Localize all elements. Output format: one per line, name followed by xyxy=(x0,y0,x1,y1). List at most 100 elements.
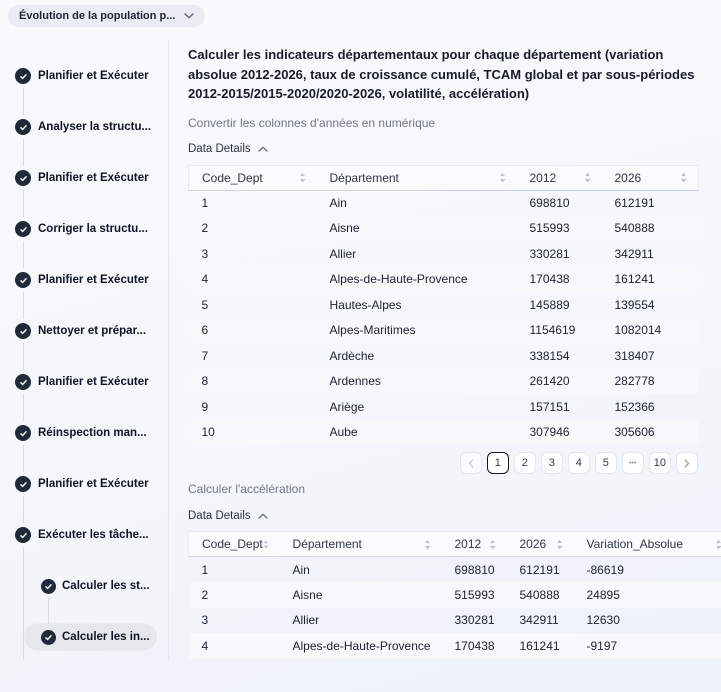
table-cell: 24895 xyxy=(586,587,620,602)
sidebar-step[interactable]: Exécuter les tâche... xyxy=(0,510,168,574)
sidebar-substep[interactable]: Calculer les in... xyxy=(0,612,168,661)
table-cell: 161241 xyxy=(519,638,560,653)
table-cell: 540888 xyxy=(519,587,560,602)
table-scroll-container[interactable]: Code_Dept Département 2012 2026 Variation_Ab… xyxy=(188,531,721,659)
project-selector[interactable]: Évolution de la population p... xyxy=(8,5,206,27)
sort-icon[interactable] xyxy=(556,539,563,550)
column-header-label: Code_Dept xyxy=(202,537,263,551)
table-cell: -9197 xyxy=(586,638,618,653)
sort-icon[interactable] xyxy=(680,172,687,183)
table-cell: 330281 xyxy=(454,613,495,628)
sidebar-substep[interactable]: Calculer les st... xyxy=(0,561,168,625)
table-cell: Ariège xyxy=(329,399,365,414)
column-header-label: Code_Dept xyxy=(202,170,263,185)
table-row: 9 Ariège 157151 152366 xyxy=(189,394,699,420)
sort-icon[interactable] xyxy=(715,539,721,550)
column-header[interactable]: 2012 xyxy=(516,164,602,191)
table-row: 4 Alpes-de-Haute-Provence 170438 161241 -919… xyxy=(188,633,721,659)
column-header-label: Département xyxy=(329,170,399,185)
column-header[interactable]: Code_Dept xyxy=(188,164,317,191)
check-icon xyxy=(19,430,27,436)
content-area: Planifier et Exécuter Analyser la structu… xyxy=(0,40,721,660)
column-header[interactable]: 2026 xyxy=(506,531,574,557)
check-icon xyxy=(45,634,52,640)
column-header[interactable]: Variation_Absolue xyxy=(573,531,721,557)
chevron-up-icon xyxy=(257,513,268,519)
data-details-label: Data Details xyxy=(188,509,251,522)
step-check-circle xyxy=(15,425,31,441)
column-header[interactable]: 2012 xyxy=(441,531,507,557)
more-pages-button[interactable]: ••• xyxy=(621,452,644,474)
column-header[interactable]: 2026 xyxy=(601,164,699,191)
sidebar-step[interactable]: Planifier et Exécuter xyxy=(0,51,168,115)
chevron-up-icon xyxy=(257,146,268,152)
step-check-circle xyxy=(15,323,31,339)
sidebar-step[interactable]: Planifier et Exécuter xyxy=(0,255,168,319)
sidebar-step[interactable]: Corriger la structu... xyxy=(0,204,168,268)
step-check-circle xyxy=(15,221,31,237)
data-details-toggle[interactable]: Data Details xyxy=(188,508,721,523)
substep-check-circle xyxy=(41,578,56,594)
table-cell: 305606 xyxy=(614,425,655,440)
table-cell: Hautes-Alpes xyxy=(329,297,402,312)
step-label: Planifier et Exécuter xyxy=(38,172,149,184)
sidebar-step[interactable]: Planifier et Exécuter xyxy=(0,357,168,421)
page-button[interactable]: 1 xyxy=(486,452,509,474)
check-icon xyxy=(45,583,52,589)
check-icon xyxy=(19,226,27,232)
table-row: 8 Ardennes 261420 282778 xyxy=(188,368,699,394)
top-bar: Évolution de la population p... xyxy=(8,5,206,27)
sidebar-step[interactable]: Analyser la structu... xyxy=(0,102,168,166)
column-header-label: Département xyxy=(292,537,362,551)
steps-timeline: Planifier et Exécuter Analyser la structu… xyxy=(0,51,168,574)
column-header-label: 2026 xyxy=(519,537,547,551)
sort-icon[interactable] xyxy=(424,539,431,550)
sidebar-step[interactable]: Réinspection man... xyxy=(0,408,168,472)
table-cell: 698810 xyxy=(454,562,495,577)
table-cell: 161241 xyxy=(614,272,655,287)
step-label: Analyser la structu... xyxy=(38,121,152,133)
sort-icon[interactable] xyxy=(299,172,306,183)
column-header-label: Variation_Absolue xyxy=(586,537,684,551)
chevron-right-icon xyxy=(684,458,690,468)
table-cell: 139554 xyxy=(614,297,655,312)
sort-icon[interactable] xyxy=(263,539,269,550)
column-header-label: 2026 xyxy=(614,170,642,185)
table-cell: 170438 xyxy=(529,272,570,287)
column-header[interactable]: Département xyxy=(279,531,442,557)
column-header[interactable]: Code_Dept xyxy=(188,531,280,557)
section-subtitle: Convertir les colonnes d'années en numér… xyxy=(188,115,436,130)
page-button[interactable]: 2 xyxy=(513,452,536,474)
page-button[interactable]: 10 xyxy=(648,452,671,474)
table-cell: 342911 xyxy=(519,613,559,628)
table-cell: Alpes-de-Haute-Provence xyxy=(329,272,468,287)
table-cell: Aisne xyxy=(292,587,323,602)
table-cell: Alpes-Maritimes xyxy=(329,323,416,338)
column-header-label: 2012 xyxy=(529,170,557,185)
sort-icon[interactable] xyxy=(499,172,506,183)
next-page-button[interactable] xyxy=(676,452,698,474)
step-label: Nettoyer et prépar... xyxy=(38,325,147,337)
table-row: 5 Hautes-Alpes 145889 139554 xyxy=(189,292,699,318)
data-details-toggle[interactable]: Data Details xyxy=(188,142,721,157)
table-cell: 612191 xyxy=(614,196,655,210)
table-cell: 612191 xyxy=(519,562,560,577)
sort-icon[interactable] xyxy=(489,539,496,550)
section-subtitle: Calculer l'accélération xyxy=(188,482,306,496)
sidebar-step[interactable]: Planifier et Exécuter xyxy=(0,153,168,217)
column-header[interactable]: Département xyxy=(316,164,517,191)
page-button[interactable]: 4 xyxy=(567,452,590,474)
table-cell: 342911 xyxy=(614,246,654,261)
table-row: 3 Allier 330281 342911 12630 xyxy=(189,608,721,634)
check-icon xyxy=(19,124,27,130)
page-button[interactable]: 5 xyxy=(594,452,617,474)
sort-icon[interactable] xyxy=(584,172,591,183)
sidebar-step[interactable]: Nettoyer et prépar... xyxy=(0,306,168,370)
sidebar-step[interactable]: Planifier et Exécuter xyxy=(0,459,168,523)
page-button[interactable]: 3 xyxy=(540,452,563,474)
check-icon xyxy=(19,328,27,334)
previous-page-button[interactable] xyxy=(459,452,482,474)
table-cell: 1 xyxy=(201,196,209,210)
table-cell: 261420 xyxy=(529,374,570,389)
table-cell: 4 xyxy=(201,638,209,653)
